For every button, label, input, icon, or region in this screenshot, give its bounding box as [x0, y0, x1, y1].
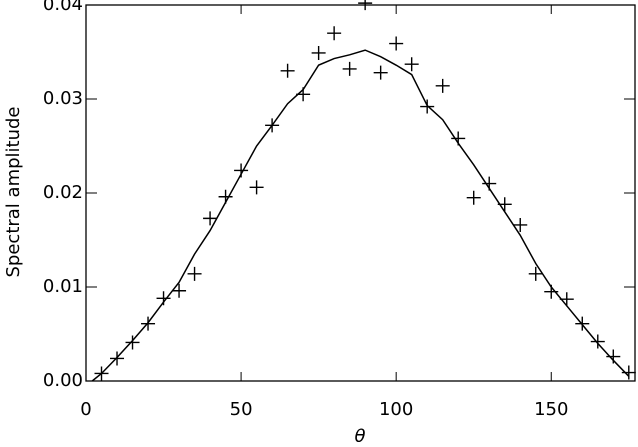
plus-marker	[125, 335, 140, 350]
y-tick-label: 0.00	[43, 370, 83, 391]
plus-marker	[404, 57, 419, 72]
plus-marker	[466, 190, 481, 205]
plus-marker	[249, 180, 264, 195]
plus-marker	[606, 349, 621, 364]
x-tick-label: 50	[230, 399, 253, 420]
x-tick-label: 0	[80, 399, 91, 420]
plus-marker	[528, 266, 543, 281]
line	[91, 49, 630, 382]
plus-marker	[590, 334, 605, 349]
plus-marker	[280, 63, 295, 78]
plus-marker	[311, 45, 326, 60]
plus-marker	[203, 211, 218, 226]
plus-marker	[621, 365, 636, 380]
x-tick-label: 150	[534, 399, 568, 420]
plus-marker	[358, 0, 373, 11]
plus-marker	[342, 61, 357, 76]
plus-marker	[327, 26, 342, 41]
x-tick-label: 100	[379, 399, 413, 420]
plus-marker	[435, 78, 450, 93]
y-axis-label: Spectral amplitude	[3, 107, 24, 278]
plot-frame	[85, 4, 636, 382]
plus-marker	[187, 266, 202, 281]
plus-marker	[373, 65, 388, 80]
plus-marker	[172, 283, 187, 298]
plus-marker	[513, 217, 528, 232]
y-tick-label: 0.03	[43, 88, 83, 109]
plus-marker	[389, 36, 404, 51]
x-axis-label: θ	[354, 426, 365, 447]
y-tick-label: 0.01	[43, 276, 83, 297]
y-tick-label: 0.02	[43, 182, 83, 203]
y-tick-label: 0.04	[43, 0, 83, 15]
